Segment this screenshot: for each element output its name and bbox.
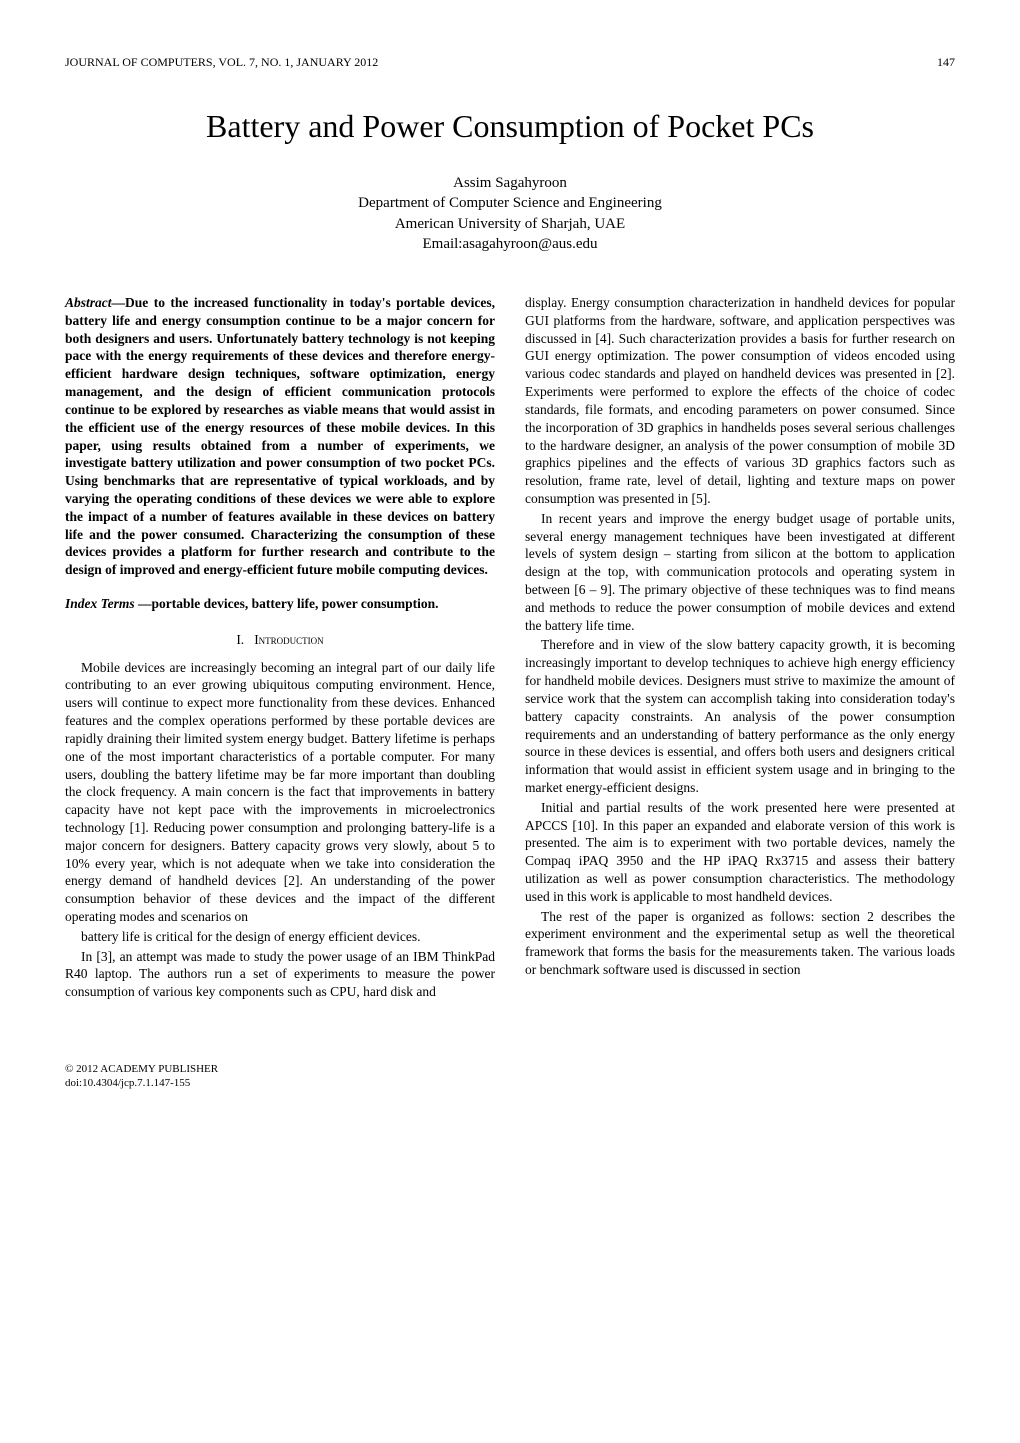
author-block: Assim Sagahyroon Department of Computer … <box>65 173 955 254</box>
author-affiliation-1: Department of Computer Science and Engin… <box>65 193 955 213</box>
doi-line: doi:10.4304/jcp.7.1.147-155 <box>65 1077 955 1091</box>
right-para-3: Therefore and in view of the slow batter… <box>525 636 955 796</box>
left-para-1: Mobile devices are increasingly becoming… <box>65 659 495 926</box>
left-column: Abstract—Due to the increased functional… <box>65 294 495 1003</box>
author-name: Assim Sagahyroon <box>65 173 955 193</box>
left-para-3: In [3], an attempt was made to study the… <box>65 948 495 1001</box>
abstract-dash: — <box>112 295 126 310</box>
page-footer: © 2012 ACADEMY PUBLISHER doi:10.4304/jcp… <box>65 1063 955 1091</box>
copyright-line: © 2012 ACADEMY PUBLISHER <box>65 1063 955 1077</box>
abstract-label: Abstract <box>65 295 112 310</box>
paper-title: Battery and Power Consumption of Pocket … <box>65 108 955 145</box>
right-para-4: Initial and partial results of the work … <box>525 799 955 906</box>
right-para-1: display. Energy consumption characteriza… <box>525 294 955 508</box>
abstract-block: Abstract—Due to the increased functional… <box>65 294 495 579</box>
author-email: Email:asagahyroon@aus.edu <box>65 234 955 254</box>
index-terms-label: Index Terms <box>65 596 135 611</box>
index-terms-dash: — <box>135 596 152 611</box>
journal-line: JOURNAL OF COMPUTERS, VOL. 7, NO. 1, JAN… <box>65 55 378 70</box>
page-header: JOURNAL OF COMPUTERS, VOL. 7, NO. 1, JAN… <box>65 55 955 70</box>
right-para-5: The rest of the paper is organized as fo… <box>525 908 955 979</box>
two-column-body: Abstract—Due to the increased functional… <box>65 294 955 1003</box>
section-1-heading: I. Introduction <box>65 631 495 649</box>
page-number: 147 <box>937 55 955 70</box>
abstract-text: Due to the increased functionality in to… <box>65 295 495 577</box>
index-terms-text: portable devices, battery life, power co… <box>152 596 439 611</box>
author-affiliation-2: American University of Sharjah, UAE <box>65 214 955 234</box>
right-para-2: In recent years and improve the energy b… <box>525 510 955 635</box>
section-1-title: Introduction <box>254 632 324 647</box>
right-column: display. Energy consumption characteriza… <box>525 294 955 1003</box>
section-1-num: I. <box>236 632 244 647</box>
index-terms-block: Index Terms —portable devices, battery l… <box>65 595 495 613</box>
left-para-2: battery life is critical for the design … <box>65 928 495 946</box>
